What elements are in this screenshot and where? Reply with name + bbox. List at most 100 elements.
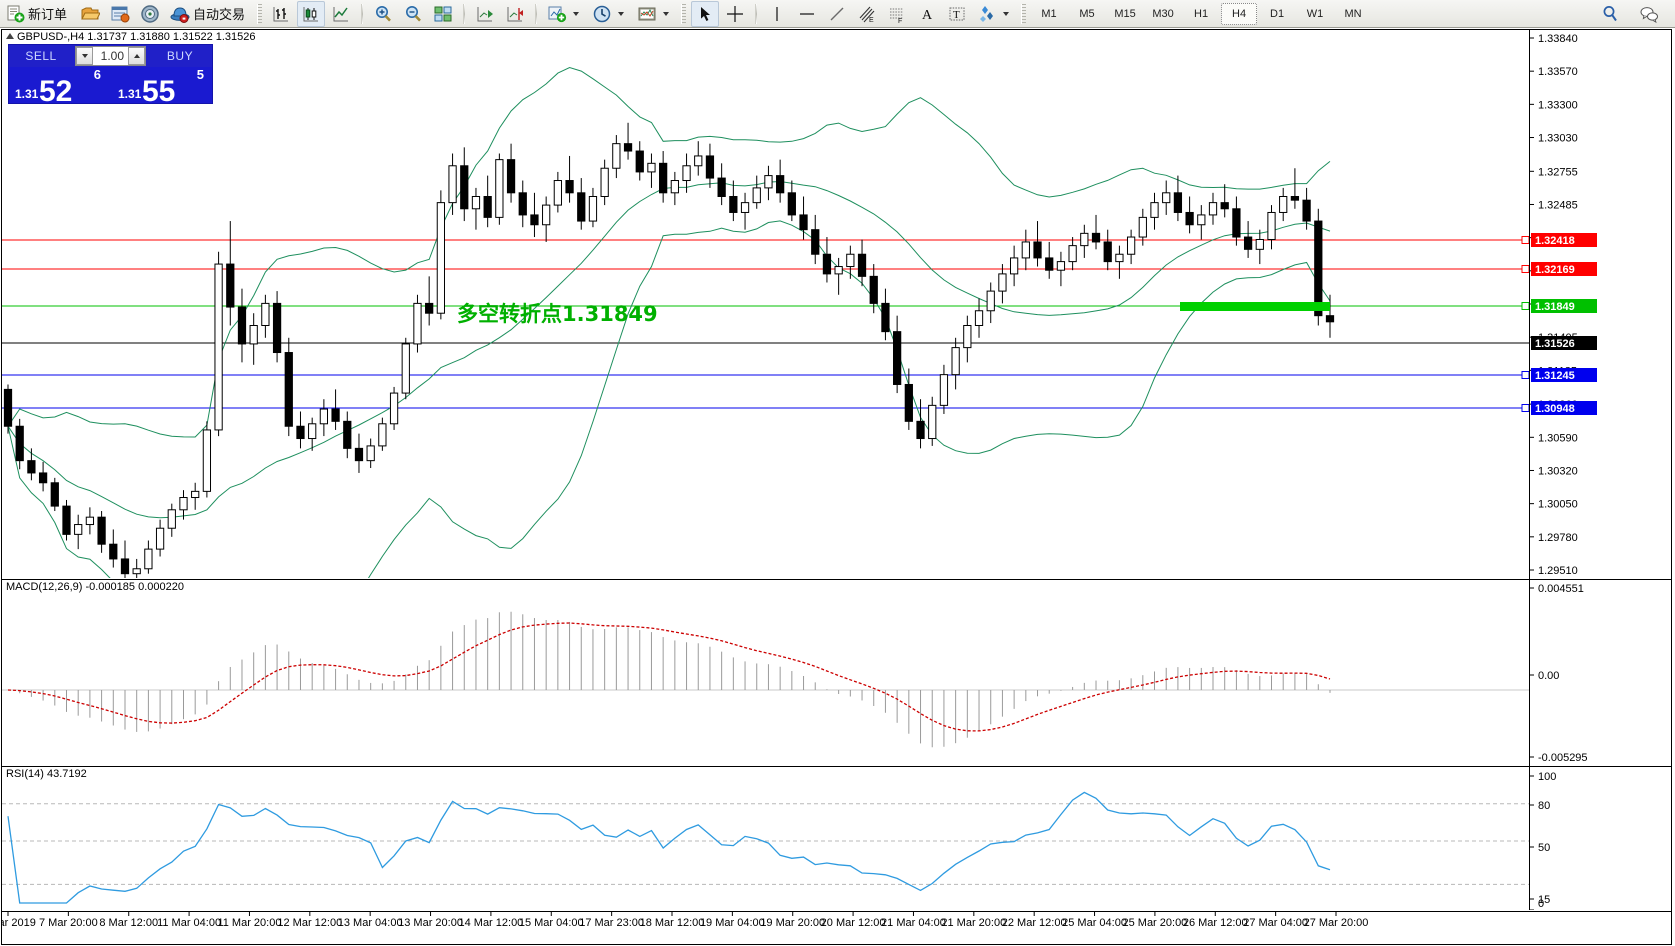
- timeframe-mn[interactable]: MN: [1344, 7, 1362, 20]
- buy-price-prefix: 1.31: [118, 87, 142, 101]
- horizontal-line-icon: [797, 4, 817, 24]
- auto-trading-label: 自动交易: [193, 7, 246, 22]
- timeframe-m30[interactable]: M30: [1152, 7, 1174, 20]
- timeframe-w1[interactable]: W1: [1306, 7, 1324, 20]
- chart-annotation-text[interactable]: 多空转折点1.31849: [457, 302, 658, 326]
- price-axis[interactable]: 1.33840 1.33570 1.33300 1.33030 1.32755 1.324…: [1529, 30, 1671, 910]
- tile-windows-button[interactable]: [429, 1, 457, 27]
- crosshair-icon: [725, 4, 745, 24]
- svg-text:21 Mar 20:00: 21 Mar 20:00: [941, 917, 1006, 929]
- shapes-button[interactable]: [973, 1, 1016, 27]
- svg-text:26 Mar 12:00: 26 Mar 12:00: [1183, 917, 1248, 929]
- trendline-icon: [827, 4, 847, 24]
- text-label-button[interactable]: T: [943, 1, 971, 27]
- toolbar-gripper-3[interactable]: [1021, 3, 1027, 24]
- svg-text:8 Mar 12:00: 8 Mar 12:00: [99, 917, 158, 929]
- chart-shift-button[interactable]: [501, 1, 529, 27]
- macd-chart-svg[interactable]: [2, 580, 1530, 766]
- macd-pane[interactable]: MACD(12,26,9) -0.000185 0.000220: [2, 579, 1671, 766]
- shapes-icon: [977, 4, 997, 24]
- svg-text:1.32418: 1.32418: [1535, 235, 1575, 247]
- svg-text:1.31245: 1.31245: [1535, 370, 1575, 382]
- search-icon: [1600, 4, 1620, 24]
- svg-text:12 Mar 12:00: 12 Mar 12:00: [277, 917, 342, 929]
- svg-text:13 Mar 20:00: 13 Mar 20:00: [398, 917, 463, 929]
- svg-text:1.32485: 1.32485: [1538, 199, 1578, 211]
- buy-price-button[interactable]: 1.31 55 5: [112, 67, 212, 107]
- zoom-out-button[interactable]: [399, 1, 427, 27]
- timeframe-h1[interactable]: H1: [1194, 7, 1209, 20]
- auto-scroll-button[interactable]: [471, 1, 499, 27]
- timeframe-m5[interactable]: M5: [1079, 7, 1095, 20]
- svg-text:27 Mar 04:00: 27 Mar 04:00: [1243, 917, 1308, 929]
- indicators-dropdown-caret[interactable]: [573, 11, 580, 16]
- toolbar-gripper-2[interactable]: [681, 3, 687, 24]
- buy-label[interactable]: BUY: [166, 49, 194, 63]
- svg-text:1.31849: 1.31849: [1535, 301, 1575, 313]
- price-axis-svg[interactable]: 1.33840 1.33570 1.33300 1.33030 1.32755 1.324…: [1530, 30, 1671, 910]
- svg-text:80: 80: [1538, 800, 1550, 812]
- clock-icon: [592, 4, 612, 24]
- horizontal-line-button[interactable]: [793, 1, 821, 27]
- bar-chart-icon: [271, 4, 291, 24]
- templates-button[interactable]: [633, 1, 676, 27]
- volume-stepper[interactable]: 1.00: [75, 46, 146, 66]
- equidistant-channel-button[interactable]: E: [853, 1, 881, 27]
- timeframe-h4[interactable]: H4: [1221, 2, 1258, 25]
- zoom-in-button[interactable]: [369, 1, 397, 27]
- svg-text:19 Mar 20:00: 19 Mar 20:00: [760, 917, 825, 929]
- svg-text:17 Mar 23:00: 17 Mar 23:00: [579, 917, 644, 929]
- candlestick-chart-button[interactable]: [297, 0, 326, 27]
- crosshair-button[interactable]: [721, 1, 749, 27]
- window-icon: [110, 4, 130, 24]
- periods-button[interactable]: [588, 1, 631, 27]
- bar-chart-button[interactable]: [267, 1, 295, 27]
- market-watch-button[interactable]: [106, 1, 134, 27]
- chart-window[interactable]: GBPUSD-,H4 1.31737 1.31880 1.31522 1.315…: [1, 29, 1672, 945]
- zoom-in-icon: [373, 4, 393, 24]
- rsi-pane[interactable]: RSI(14) 43.7192: [2, 766, 1671, 911]
- chat-button[interactable]: [1635, 1, 1663, 27]
- chat-icon: [1639, 4, 1659, 24]
- collapse-triangle-icon[interactable]: [6, 33, 14, 39]
- trendline-button[interactable]: [823, 1, 851, 27]
- templates-dropdown-caret[interactable]: [663, 11, 670, 16]
- auto-trading-button[interactable]: 自动交易: [166, 1, 252, 27]
- vertical-line-button[interactable]: [763, 1, 791, 27]
- svg-text:1.33300: 1.33300: [1538, 99, 1578, 111]
- volume-decrease-button[interactable]: [76, 47, 93, 65]
- periods-dropdown-caret[interactable]: [618, 11, 625, 16]
- shapes-dropdown-caret[interactable]: [1003, 11, 1010, 16]
- sell-price-fraction: 6: [93, 67, 101, 82]
- search-button[interactable]: [1596, 1, 1624, 27]
- svg-text:18 Mar 12:00: 18 Mar 12:00: [640, 917, 705, 929]
- buy-price-fraction: 5: [196, 67, 204, 82]
- indicators-button[interactable]: [543, 1, 586, 27]
- candlestick-chart-icon: [301, 4, 321, 24]
- one-click-trading-panel[interactable]: SELL 1.00 BUY 1.31 52 6 1.31 55 5: [8, 44, 213, 107]
- terminal-button[interactable]: [76, 1, 104, 27]
- sell-label[interactable]: SELL: [25, 49, 57, 63]
- navigator-button[interactable]: [136, 1, 164, 27]
- line-chart-button[interactable]: [327, 1, 355, 27]
- toolbar-separator-2: [463, 3, 466, 24]
- new-order-button[interactable]: 新订单: [1, 1, 74, 27]
- svg-text:14 Mar 12:00: 14 Mar 12:00: [458, 917, 523, 929]
- timeframe-d1[interactable]: D1: [1270, 7, 1285, 20]
- price-chart-svg[interactable]: [2, 30, 1530, 578]
- fibonacci-button[interactable]: F: [883, 1, 911, 27]
- toolbar-gripper-1[interactable]: [257, 3, 263, 24]
- cursor-button[interactable]: [691, 0, 720, 27]
- sell-price-button[interactable]: 1.31 52 6: [9, 67, 109, 107]
- text-button[interactable]: A: [913, 1, 941, 27]
- svg-text:19 Mar 04:00: 19 Mar 04:00: [700, 917, 765, 929]
- volume-increase-button[interactable]: [128, 47, 145, 65]
- rsi-chart-svg[interactable]: [2, 767, 1530, 911]
- timeframe-m15[interactable]: M15: [1114, 7, 1136, 20]
- timeframe-m1[interactable]: M1: [1041, 7, 1057, 20]
- volume-value[interactable]: 1.00: [93, 49, 128, 63]
- price-pane[interactable]: [2, 30, 1671, 578]
- svg-text:1.29780: 1.29780: [1538, 532, 1578, 544]
